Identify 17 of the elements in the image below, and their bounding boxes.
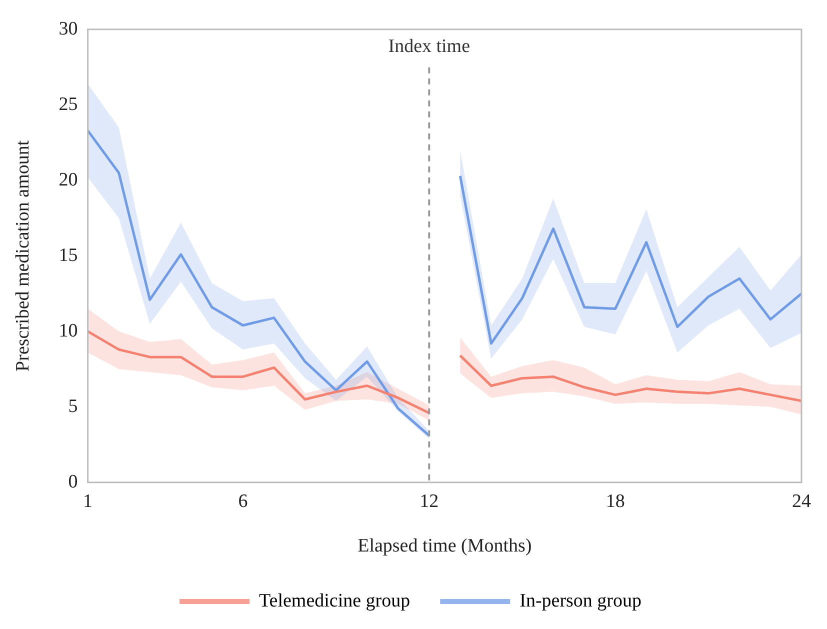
x-tick-label: 24 xyxy=(792,490,812,512)
y-tick-label: 30 xyxy=(58,18,78,40)
y-tick-label: 15 xyxy=(58,244,78,266)
y-tick-label: 0 xyxy=(68,471,78,492)
x-tick-label: 12 xyxy=(420,490,439,512)
legend-label: Telemedicine group xyxy=(258,590,410,612)
x-tick-label: 18 xyxy=(606,490,625,512)
y-tick-label: 5 xyxy=(68,396,78,417)
y-tick-label: 20 xyxy=(58,169,78,190)
x-axis-title: Elapsed time (Months) xyxy=(358,536,532,557)
y-tick-label: 25 xyxy=(58,94,78,115)
y-tick-label: 10 xyxy=(58,320,78,342)
legend-label: In-person group xyxy=(520,590,642,612)
y-axis-title: Prescribed medication amount xyxy=(12,140,34,372)
x-tick-label: 1 xyxy=(83,490,93,512)
ref-line-label: Index time xyxy=(388,36,470,57)
x-tick-label: 6 xyxy=(238,490,248,512)
